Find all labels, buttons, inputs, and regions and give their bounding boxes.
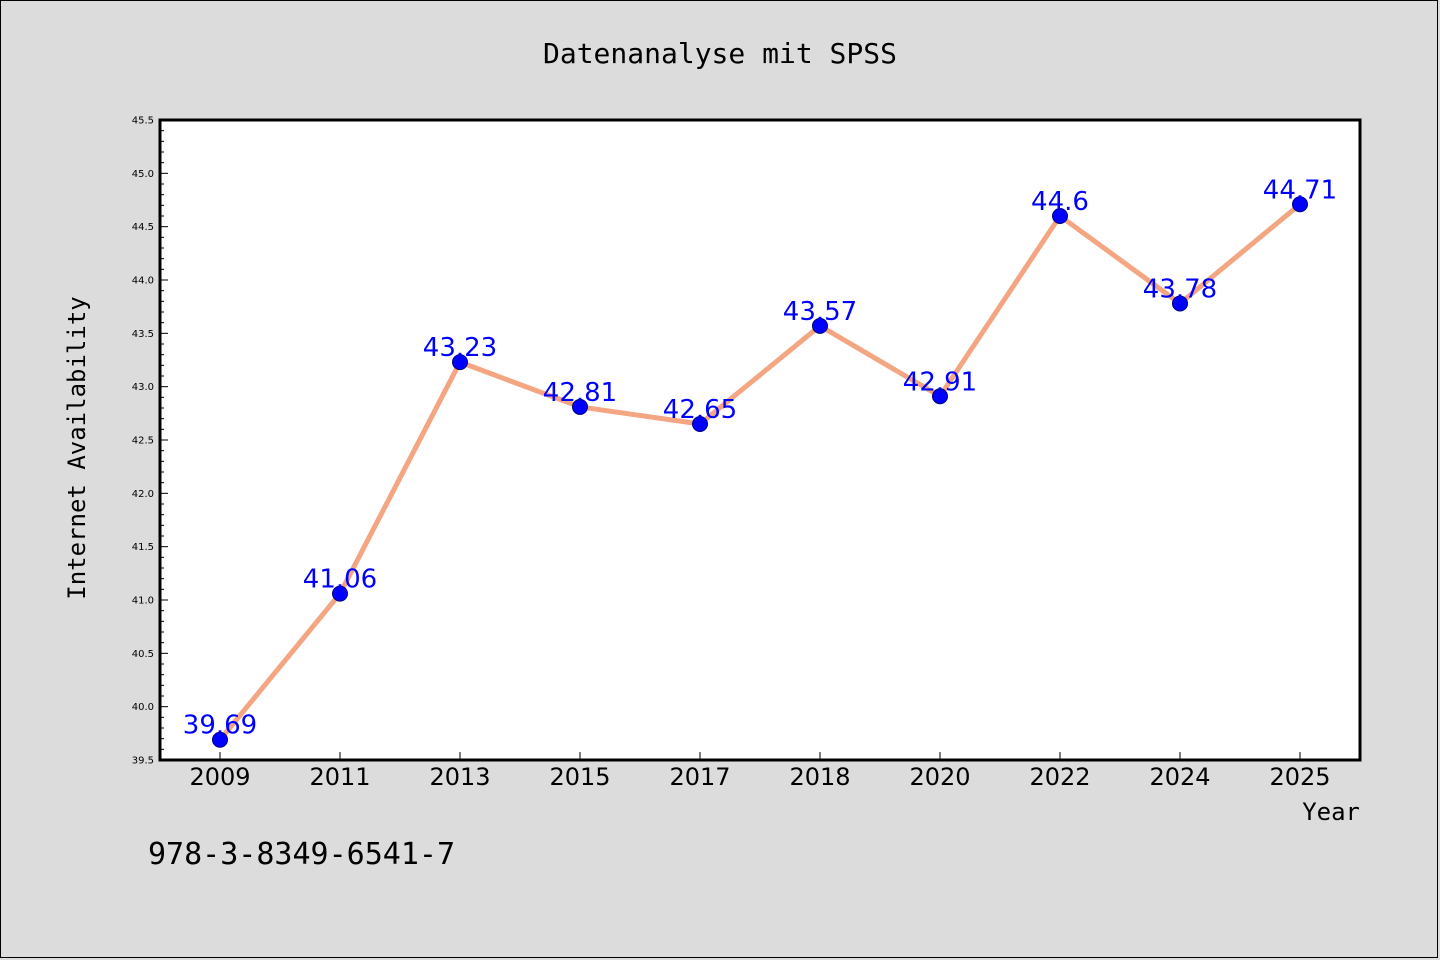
y-tick-label: 41.5 — [132, 542, 154, 553]
x-tick-label: 2020 — [909, 763, 970, 791]
series-line — [218, 202, 1302, 742]
chart-title: Datenanalyse mit SPSS — [543, 37, 897, 70]
data-label: 41.06 — [303, 565, 377, 595]
footer-isbn: 978-3-8349-6541-7 — [148, 837, 455, 872]
y-tick-label: 45.0 — [132, 169, 154, 180]
x-tick-label: 2013 — [429, 763, 490, 791]
data-label: 42.81 — [543, 378, 617, 408]
plot-area — [160, 120, 1360, 760]
data-point — [572, 398, 588, 415]
data-point — [1292, 196, 1308, 213]
data-label: 43.57 — [783, 297, 857, 327]
data-label: 43.23 — [423, 333, 497, 363]
y-tick-label: 42.5 — [132, 436, 154, 447]
y-tick-label: 45.5 — [132, 116, 154, 127]
plot-border — [158, 118, 1362, 762]
x-tick-label: 2018 — [789, 763, 850, 791]
x-tick-label: 2017 — [669, 763, 730, 791]
data-point — [1052, 208, 1068, 224]
data-point — [692, 416, 708, 432]
y-tick-label: 40.5 — [132, 649, 154, 660]
data-label: 44.71 — [1263, 175, 1337, 205]
data-label: 42.91 — [903, 367, 977, 397]
x-tick-label: 2025 — [1269, 763, 1330, 791]
y-tick-label: 44.0 — [132, 276, 154, 287]
data-point — [932, 388, 948, 405]
x-tick-label: 2024 — [1149, 763, 1210, 791]
y-tick-label: 41.0 — [132, 596, 154, 607]
data-point — [212, 731, 228, 748]
data-markers — [212, 196, 1308, 748]
y-tick-label: 43.5 — [132, 329, 154, 340]
data-label: 44.6 — [1031, 187, 1089, 217]
data-labels: 39.69 41.06 43.23 42.81 42.65 43.57 42.91 44.6 4… — [183, 175, 1337, 740]
data-point — [452, 354, 468, 371]
data-point — [1172, 295, 1188, 312]
y-tick-label: 39.5 — [132, 756, 154, 767]
y-tick-label: 42.0 — [132, 489, 154, 500]
data-point — [332, 585, 348, 602]
x-tick-label: 2009 — [189, 763, 250, 791]
y-axis-label: Internet Availability — [63, 296, 91, 599]
data-label: 39.69 — [183, 711, 257, 741]
data-label: 43.78 — [1143, 274, 1217, 304]
x-axis-label: Year — [1302, 798, 1360, 826]
x-tick-label: 2022 — [1029, 763, 1090, 791]
data-label: 42.65 — [663, 395, 737, 425]
y-tick-label: 40.0 — [132, 702, 154, 713]
x-tick-label: 2015 — [549, 763, 610, 791]
y-tick-label: 43.0 — [132, 382, 154, 393]
y-tick-label: 44.5 — [132, 222, 154, 233]
data-point — [812, 317, 828, 334]
x-tick-label: 2011 — [309, 763, 370, 791]
x-axis-ticks: 2009 2011 2013 2015 2017 2018 2020 2022 2024 2025 — [189, 752, 1331, 791]
